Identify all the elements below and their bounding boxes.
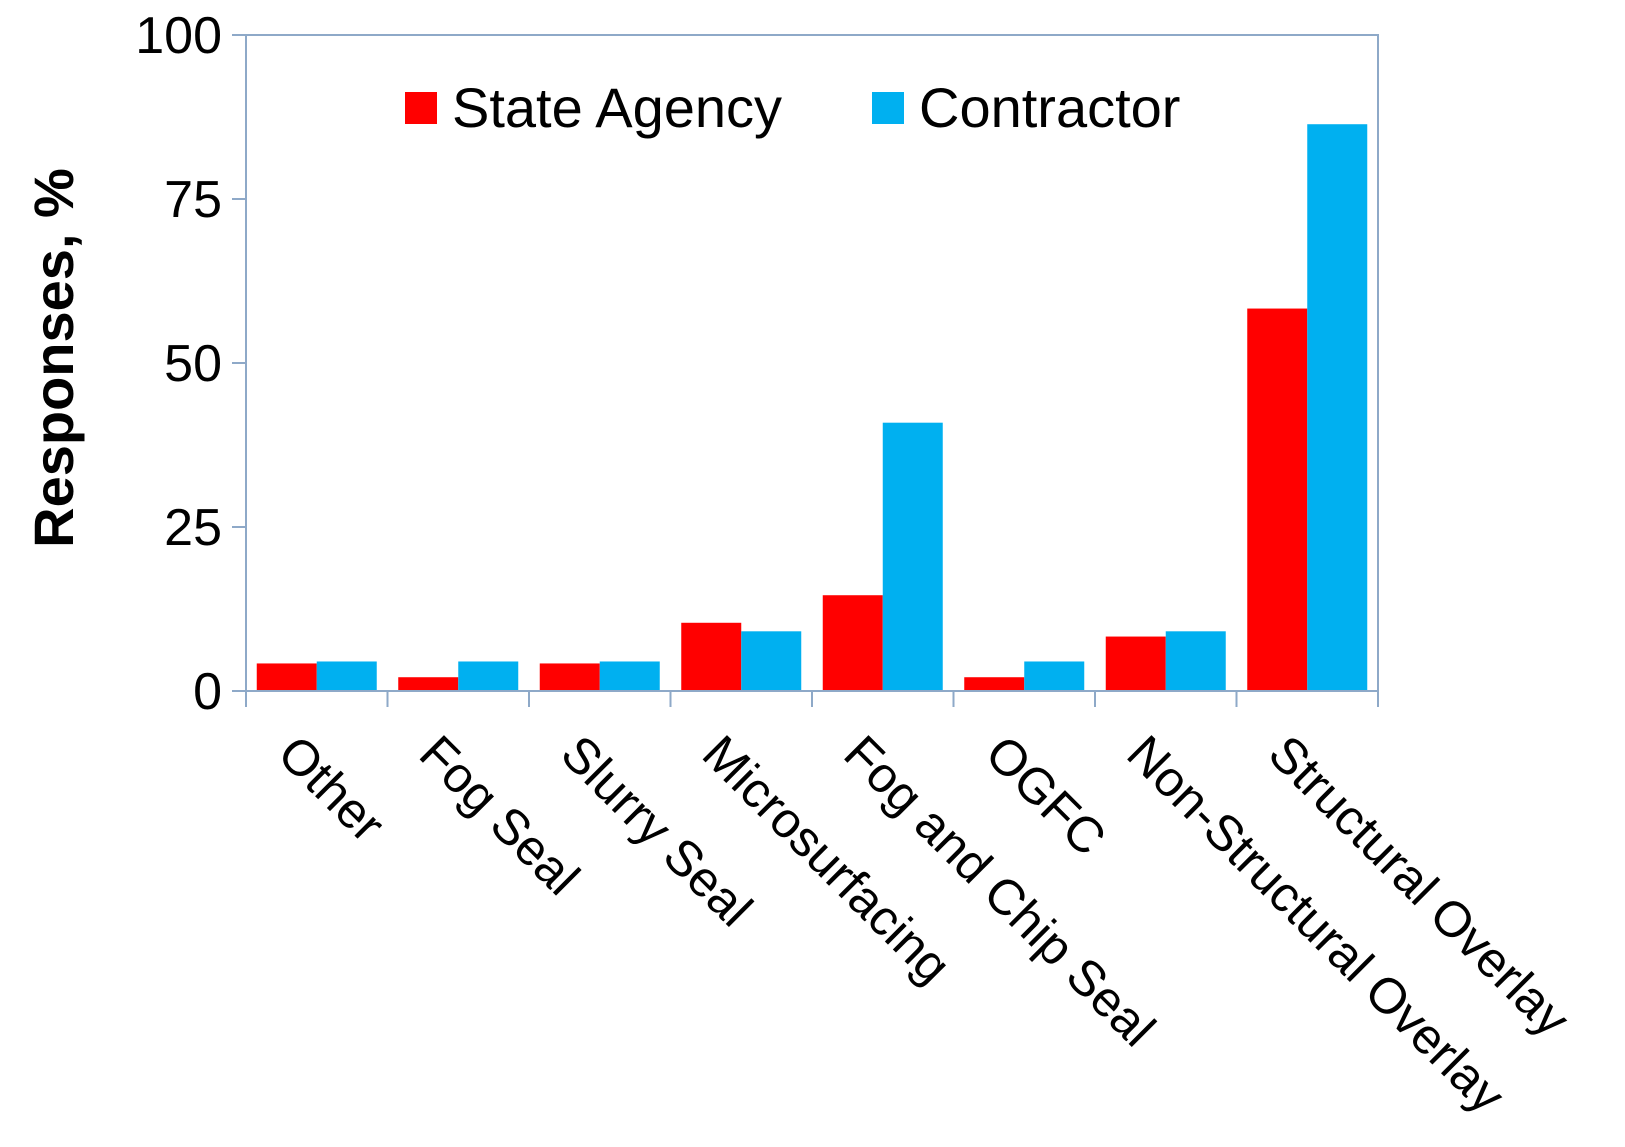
bar-contractor-slurry-seal [599, 661, 660, 691]
bar-contractor-non-structural-overlay [1165, 631, 1226, 691]
legend-label-contractor: Contractor [919, 76, 1180, 139]
x-category-label-microsurfacing: Microsurfacing [692, 725, 961, 994]
y-tick-label: 50 [164, 335, 222, 393]
plot-area-border [245, 34, 1379, 692]
y-tick-label: 75 [164, 171, 222, 229]
y-tick-label: 0 [193, 663, 222, 721]
x-category-label-other: Other [268, 725, 396, 853]
bar-state-agency-non-structural-overlay [1105, 636, 1166, 691]
legend-label-state-agency: State Agency [452, 76, 782, 139]
bar-contractor-structural-overlay [1307, 124, 1368, 691]
bar-state-agency-fog-and-chip-seal [822, 595, 883, 691]
legend-swatch-state-agency [405, 92, 437, 124]
bar-state-agency-slurry-seal [539, 663, 600, 691]
y-tick-label: 100 [135, 7, 222, 65]
bar-contractor-fog-and-chip-seal [882, 422, 943, 691]
bar-contractor-ogfc [1024, 661, 1085, 691]
x-axis [245, 690, 1379, 707]
x-category-label-ogfc: OGFC [975, 725, 1117, 867]
y-tick-label: 25 [164, 499, 222, 557]
y-axis-title: Responses, % [22, 168, 85, 548]
bar-state-agency-ogfc [964, 677, 1025, 691]
bar-state-agency-structural-overlay [1247, 308, 1308, 691]
legend-swatch-contractor [872, 92, 904, 124]
bar-state-agency-microsurfacing [681, 622, 742, 691]
bars [256, 124, 1368, 691]
y-axis: 0 25 50 75 100 [135, 7, 246, 721]
legend: State Agency Contractor [405, 76, 1180, 139]
bar-state-agency-other [256, 663, 317, 691]
bar-contractor-microsurfacing [741, 631, 802, 691]
bar-state-agency-fog-seal [398, 677, 459, 691]
bar-contractor-fog-seal [458, 661, 519, 691]
bar-contractor-other [316, 661, 377, 691]
